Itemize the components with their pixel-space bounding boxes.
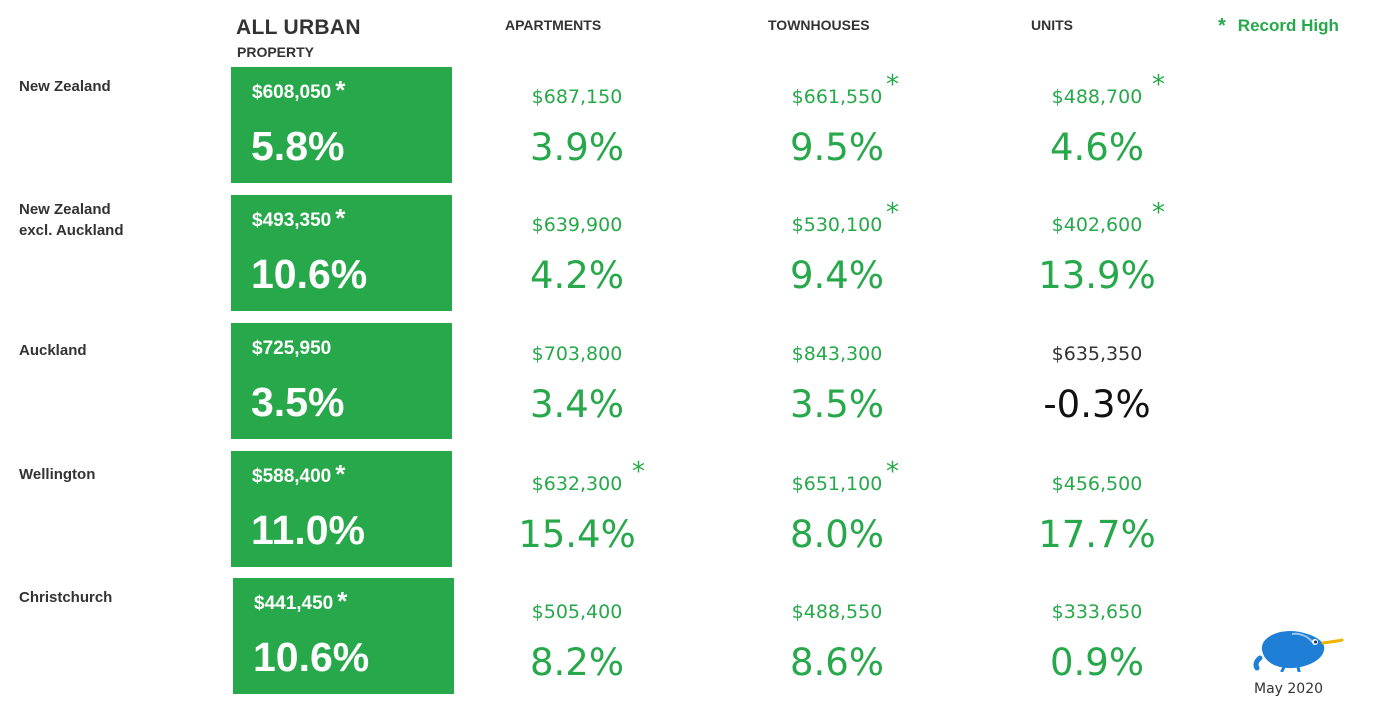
record-high-star-icon: *: [337, 586, 348, 616]
units-change: 0.9%: [1050, 641, 1144, 684]
apartments-price: $632,300: [531, 473, 623, 495]
townhouses-price: $488,550: [791, 601, 883, 623]
record-high-star-icon: *: [886, 198, 899, 228]
record-high-star-icon: *: [1152, 70, 1165, 100]
all-urban-price: $493,350: [252, 210, 332, 231]
apartments-price: $639,900: [531, 214, 623, 236]
apartments-change: 3.4%: [530, 383, 624, 426]
record-high-star-icon: *: [335, 75, 346, 105]
record-high-star-icon: *: [886, 70, 899, 100]
report-date: May 2020: [1254, 681, 1324, 697]
townhouses-change: 9.5%: [790, 126, 884, 169]
units-change: 13.9%: [1038, 254, 1156, 297]
all-urban-box: $725,950 3.5%: [231, 323, 452, 439]
all-urban-price: $608,050: [252, 82, 332, 103]
townhouses-change: 8.6%: [790, 641, 884, 684]
region-label: New Zealand excl. Auckland: [19, 201, 124, 239]
all-urban-change: 3.5%: [251, 379, 345, 425]
units-price: $333,650: [1051, 601, 1143, 623]
apartments-change: 15.4%: [518, 513, 636, 556]
all-urban-box: $493,350 * 10.6%: [231, 195, 452, 311]
townhouses-price: $651,100: [791, 473, 883, 495]
units-change: -0.3%: [1043, 383, 1151, 426]
all-urban-price: $588,400: [252, 466, 332, 487]
units-price: $635,350: [1051, 343, 1143, 365]
all-urban-change: 5.8%: [251, 123, 345, 169]
record-high-star-icon: *: [335, 459, 346, 489]
region-label: Christchurch: [19, 589, 113, 606]
townhouses-change: 3.5%: [790, 383, 884, 426]
apartments-change: 3.9%: [530, 126, 624, 169]
apartments-price: $687,150: [531, 86, 623, 108]
apartments-change: 4.2%: [530, 254, 624, 297]
legend-label: Record High: [1237, 16, 1339, 35]
townhouses-price: $661,550: [791, 86, 883, 108]
units-price: $488,700: [1051, 86, 1143, 108]
units-price: $456,500: [1051, 473, 1143, 495]
legend: * Record High: [1218, 16, 1339, 36]
apartments-price: $505,400: [531, 601, 623, 623]
record-high-star-icon: *: [632, 457, 645, 487]
all-urban-change: 10.6%: [251, 251, 368, 297]
region-label: Wellington: [19, 466, 96, 483]
all-urban-price: $441,450: [254, 593, 334, 614]
townhouses-price: $843,300: [791, 343, 883, 365]
all-urban-change: 11.0%: [251, 507, 365, 553]
all-urban-box: $441,450 * 10.6%: [233, 578, 454, 694]
apartments-change: 8.2%: [530, 641, 624, 684]
header-subtitle: PROPERTY: [237, 44, 315, 60]
record-high-star-icon: *: [1218, 15, 1226, 37]
units-change: 4.6%: [1050, 126, 1144, 169]
column-header-townhouses: TOWNHOUSES: [768, 17, 870, 33]
all-urban-box: $588,400 * 11.0%: [231, 451, 452, 567]
units-change: 17.7%: [1038, 513, 1156, 556]
record-high-star-icon: *: [335, 203, 346, 233]
townhouses-change: 9.4%: [790, 254, 884, 297]
apartments-price: $703,800: [531, 343, 623, 365]
header-title: ALL URBAN: [236, 16, 361, 39]
region-label: New Zealand: [19, 78, 111, 95]
all-urban-price: $725,950: [252, 338, 332, 359]
column-header-apartments: APARTMENTS: [505, 17, 602, 33]
kiwi-bird-icon: [1253, 630, 1344, 672]
all-urban-change: 10.6%: [253, 634, 370, 680]
region-label: Auckland: [19, 342, 87, 359]
all-urban-box: $608,050 * 5.8%: [231, 67, 452, 183]
column-header-units: UNITS: [1031, 17, 1073, 33]
record-high-star-icon: *: [1152, 198, 1165, 228]
record-high-star-icon: *: [886, 457, 899, 487]
units-price: $402,600: [1051, 214, 1143, 236]
townhouses-price: $530,100: [791, 214, 883, 236]
townhouses-change: 8.0%: [790, 513, 884, 556]
